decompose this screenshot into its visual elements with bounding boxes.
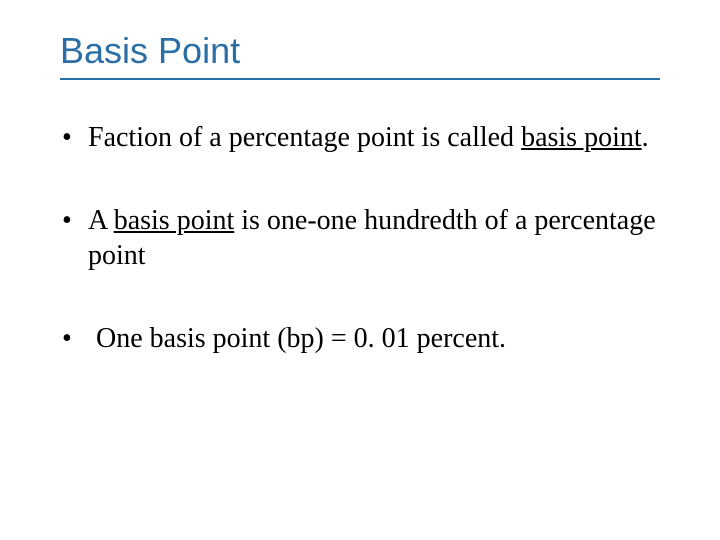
- bullet-item: One basis point (bp) = 0. 01 percent.: [60, 321, 660, 356]
- bullet-text: Faction of a percentage point is called: [88, 122, 521, 153]
- slide-title: Basis Point: [60, 30, 660, 72]
- bullet-text: .: [642, 122, 649, 153]
- bullet-text: A: [88, 205, 114, 236]
- title-underline: [60, 78, 660, 80]
- bullet-item: A basis point is one-one hundredth of a …: [60, 203, 660, 273]
- slide: Basis Point Faction of a percentage poin…: [0, 0, 720, 540]
- bullet-text: One basis point (bp) = 0. 01 percent.: [96, 323, 506, 354]
- bullet-item: Faction of a percentage point is called …: [60, 120, 660, 155]
- bullet-list: Faction of a percentage point is called …: [60, 120, 660, 356]
- bullet-text: basis point: [521, 122, 642, 153]
- bullet-text: basis point: [114, 205, 235, 236]
